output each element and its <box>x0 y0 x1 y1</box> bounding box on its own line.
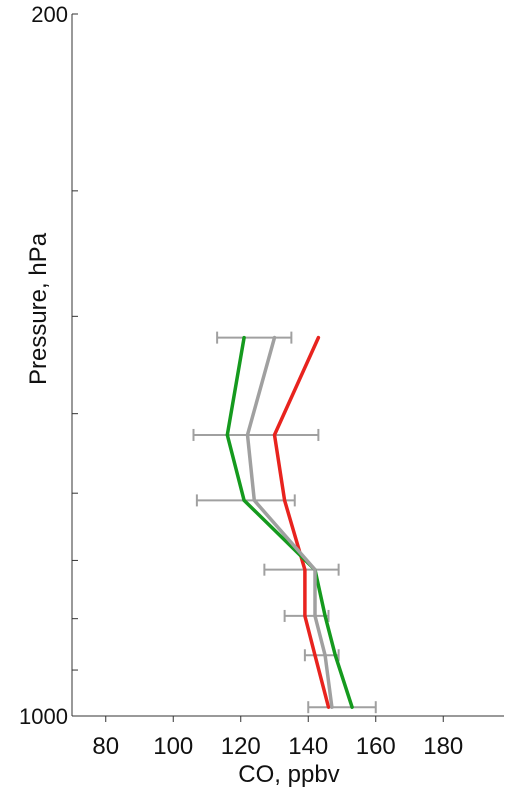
error-bar <box>303 649 340 662</box>
error-bar <box>307 701 377 714</box>
series-line-3 <box>245 335 334 709</box>
x-axis-ticks: 80 100 120 140 160 180 <box>92 716 463 760</box>
series-lines <box>225 335 354 709</box>
y-axis-label: Pressure, hPa <box>25 232 52 385</box>
y-tick-label: 200 <box>31 2 68 27</box>
x-tick-label: 100 <box>153 733 193 760</box>
x-tick-label: 140 <box>288 733 328 760</box>
x-tick-label: 160 <box>356 733 396 760</box>
error-bar <box>192 428 320 441</box>
x-tick-label: 80 <box>92 733 119 760</box>
x-axis-label: CO, ppbv <box>238 761 339 788</box>
error-bar <box>216 331 293 344</box>
y-axis-ticks: 200 1000 <box>19 2 78 729</box>
error-bars <box>192 331 377 714</box>
series-line-1 <box>272 335 331 709</box>
x-tick-label: 120 <box>221 733 261 760</box>
y-tick-label: 1000 <box>19 704 68 729</box>
x-tick-label: 180 <box>423 733 463 760</box>
error-bar <box>263 563 340 576</box>
